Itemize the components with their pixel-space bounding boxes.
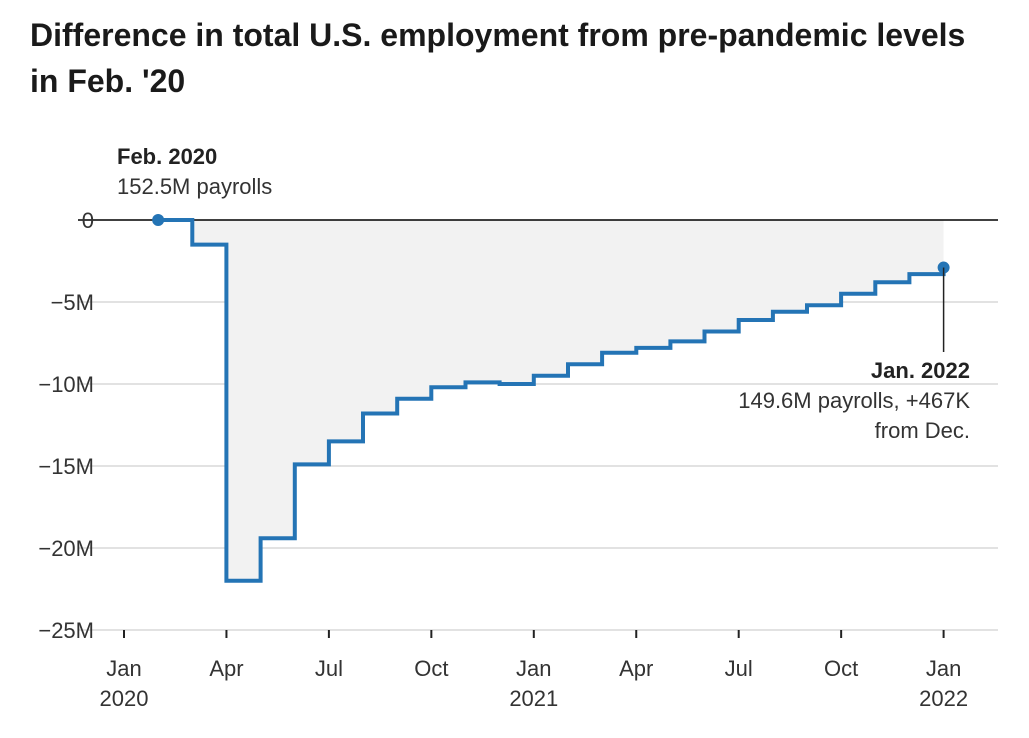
start-annotation-label: Feb. 2020	[117, 144, 217, 169]
end-annotation-detail: 149.6M payrolls, +467K	[738, 388, 970, 413]
y-tick-label: −5M	[51, 290, 94, 315]
end-annotation-label: Jan. 2022	[871, 358, 970, 383]
x-tick-label: Apr	[209, 656, 243, 681]
x-tick-label: Jul	[725, 656, 753, 681]
y-tick-label: −20M	[38, 536, 94, 561]
x-tick-label: Oct	[414, 656, 448, 681]
start-point-marker	[152, 214, 165, 226]
x-tick-label: Apr	[619, 656, 653, 681]
employment-series-line	[158, 218, 946, 583]
x-tick-label: Jan	[516, 656, 551, 681]
y-tick-label: −25M	[38, 618, 94, 643]
axes: 0 −5M −10M −15M −20M −25M Jan 2020 Apr Jul Oct Jan 2…	[38, 208, 998, 711]
y-tick-label: −15M	[38, 454, 94, 479]
end-annotation-detail: from Dec.	[875, 418, 970, 443]
x-tick-year-label: 2020	[100, 686, 149, 711]
x-tick-label: Oct	[824, 656, 858, 681]
start-annotation-detail: 152.5M payrolls	[117, 174, 272, 199]
annotations: Feb. 2020 152.5M payrolls Jan. 2022 149.6M …	[117, 144, 970, 443]
y-tick-label: −10M	[38, 372, 94, 397]
x-tick-label: Jan	[926, 656, 961, 681]
chart-title: Difference in total U.S. employment from…	[30, 17, 966, 99]
x-tick-label: Jan	[106, 656, 141, 681]
x-tick-year-label: 2021	[509, 686, 558, 711]
gap-area-fill	[158, 220, 944, 581]
x-tick-year-label: 2022	[919, 686, 968, 711]
y-tick-label: 0	[82, 208, 94, 233]
x-tick-label: Jul	[315, 656, 343, 681]
gap-area	[158, 220, 944, 581]
